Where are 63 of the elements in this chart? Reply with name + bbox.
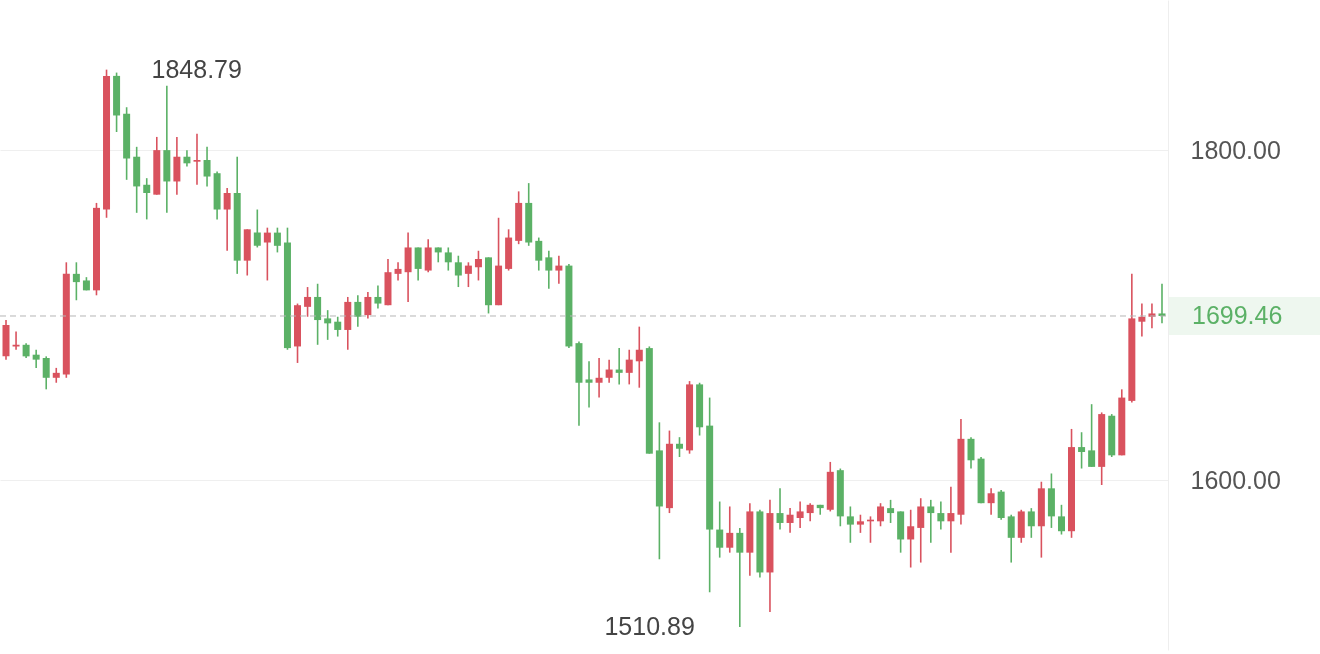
candlestick: [1007, 513, 1015, 564]
candlestick: [374, 284, 382, 310]
candlestick: [987, 487, 995, 516]
candlestick: [354, 294, 362, 328]
candlestick: [967, 436, 975, 470]
candlestick: [324, 309, 332, 341]
candlestick: [917, 497, 925, 564]
candlestick: [796, 500, 804, 529]
candlestick: [273, 226, 281, 254]
candlestick: [203, 146, 211, 188]
candlestick: [1027, 507, 1035, 539]
candlestick: [1088, 403, 1096, 468]
candlestick: [444, 246, 452, 272]
candlestick: [907, 508, 915, 569]
candlestick: [595, 357, 603, 399]
candlestick: [675, 436, 683, 458]
candlestick: [474, 249, 482, 282]
candlestick: [263, 226, 271, 282]
candlestick: [585, 360, 593, 409]
candlestick: [334, 315, 342, 338]
candlestick: [856, 513, 864, 534]
candlestick: [887, 499, 895, 524]
candlestick: [947, 485, 955, 554]
candlestick: [72, 261, 80, 302]
candlestick: [535, 236, 543, 272]
candlestick: [635, 325, 643, 389]
candlestick: [314, 282, 322, 346]
candlestick: [927, 499, 935, 544]
candlestick: [937, 500, 945, 531]
y-tick-label: 1600.00: [1190, 465, 1281, 494]
candlestick: [424, 238, 432, 274]
candlestick: [786, 507, 794, 534]
candlestick: [304, 286, 312, 318]
candlestick: [223, 187, 231, 252]
candlestick: [42, 355, 50, 391]
candlestick: [1078, 431, 1086, 470]
candlestick: [364, 291, 372, 320]
candlestick: [253, 208, 261, 249]
candlestick: [877, 502, 885, 528]
annotation: 1848.79: [151, 54, 242, 83]
candlestick: [464, 261, 472, 288]
candlestick: [143, 177, 151, 221]
candlestick: [726, 505, 734, 554]
candlestick: [1138, 302, 1146, 338]
y-tick-label: 1800.00: [1190, 135, 1281, 164]
candlestick: [555, 254, 563, 285]
annotation: 1510.89: [604, 612, 695, 641]
candlestick: [605, 358, 613, 384]
candlestick: [846, 505, 854, 544]
candlestick: [545, 249, 553, 290]
candlestick: [414, 246, 422, 282]
candlestick: [625, 348, 633, 386]
candlestick: [193, 132, 201, 186]
candlestick: [32, 348, 40, 369]
candlestick: [776, 487, 784, 531]
candlestick: [806, 502, 814, 523]
candlestick: [716, 500, 724, 559]
candlestick: [615, 347, 623, 386]
candlestick: [736, 527, 744, 628]
candlestick: [394, 261, 402, 282]
candlestick: [1057, 504, 1065, 536]
ref-line-label: 1699.46: [1192, 300, 1283, 329]
candlestick: [454, 254, 462, 288]
